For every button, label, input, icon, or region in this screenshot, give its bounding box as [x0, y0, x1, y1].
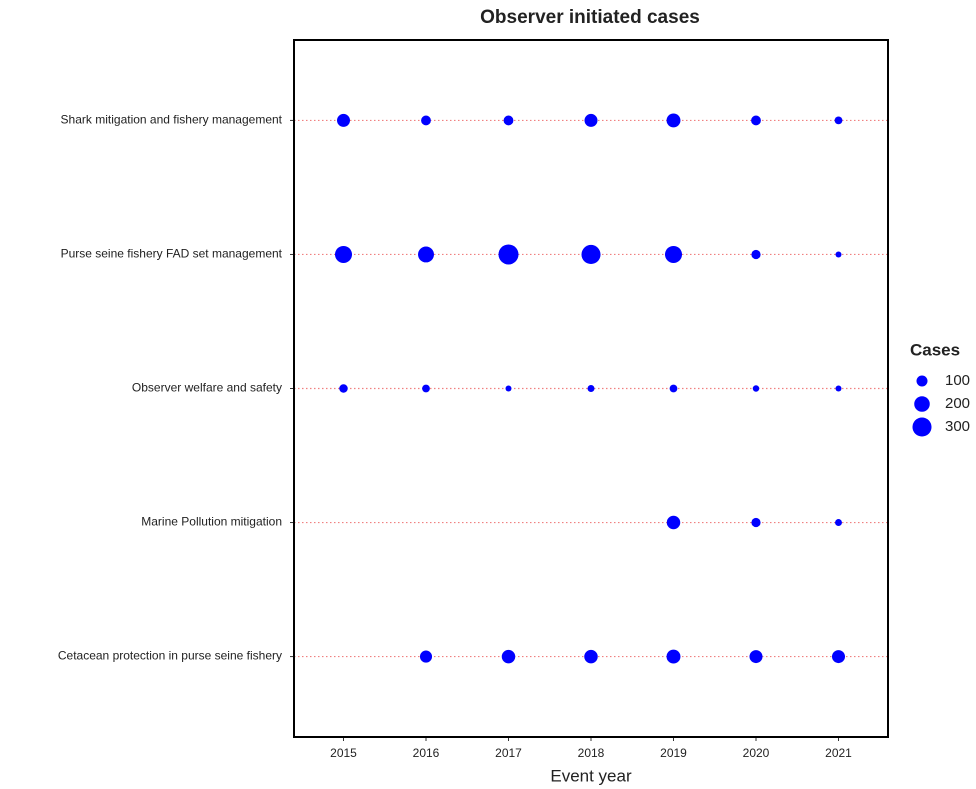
- bubble: [339, 384, 348, 393]
- bubble: [584, 113, 598, 127]
- x-axis-title: Event year: [550, 766, 632, 785]
- x-tick-label: 2017: [495, 746, 522, 760]
- bubble: [666, 113, 681, 128]
- bubble: [498, 244, 519, 265]
- legend-label: 200: [945, 395, 970, 412]
- bubble: [752, 385, 760, 392]
- chart-title: Observer initiated cases: [480, 7, 700, 28]
- bubble: [421, 115, 431, 126]
- bubble: [751, 115, 761, 126]
- bubble: [751, 249, 761, 260]
- bubble: [581, 244, 601, 264]
- y-tick-label: Purse seine fishery FAD set management: [61, 247, 283, 261]
- x-tick-label: 2021: [825, 746, 852, 760]
- legend-label: 300: [945, 418, 970, 435]
- y-tick-label: Cetacean protection in purse seine fishe…: [58, 649, 282, 663]
- legend-title: Cases: [910, 340, 960, 359]
- bubble: [751, 517, 761, 528]
- x-tick-label: 2016: [413, 746, 440, 760]
- legend-bubble: [916, 375, 928, 387]
- bubble: [834, 116, 843, 125]
- y-tick-label: Shark mitigation and fishery management: [61, 113, 283, 127]
- bubble: [666, 515, 681, 530]
- x-tick-label: 2019: [660, 746, 687, 760]
- bubble: [831, 650, 846, 664]
- bubble: [501, 649, 516, 664]
- bubble: [835, 251, 842, 258]
- bubble: [503, 115, 514, 126]
- bubble: [835, 519, 842, 527]
- y-tick-label: Observer welfare and safety: [132, 381, 282, 395]
- legend-label: 100: [945, 372, 970, 389]
- x-tick-label: 2018: [578, 746, 605, 760]
- x-tick-label: 2020: [743, 746, 770, 760]
- bubble: [422, 384, 430, 393]
- bubble: [749, 650, 763, 664]
- bubble: [587, 385, 595, 392]
- bubble: [419, 650, 433, 663]
- bubble: [418, 246, 434, 263]
- bubble: [835, 385, 842, 392]
- legend-bubble: [912, 417, 932, 437]
- bubble: [584, 649, 598, 664]
- bubble: [334, 245, 353, 263]
- plot-frame: [293, 39, 889, 738]
- bubble: [336, 113, 351, 127]
- bubble: [669, 384, 678, 393]
- bubble: [666, 649, 681, 664]
- x-tick-label: 2015: [330, 746, 357, 760]
- legend-bubble: [914, 396, 930, 412]
- bubble: [664, 245, 683, 263]
- bubble: [505, 385, 512, 392]
- y-tick-label: Marine Pollution mitigation: [141, 515, 282, 529]
